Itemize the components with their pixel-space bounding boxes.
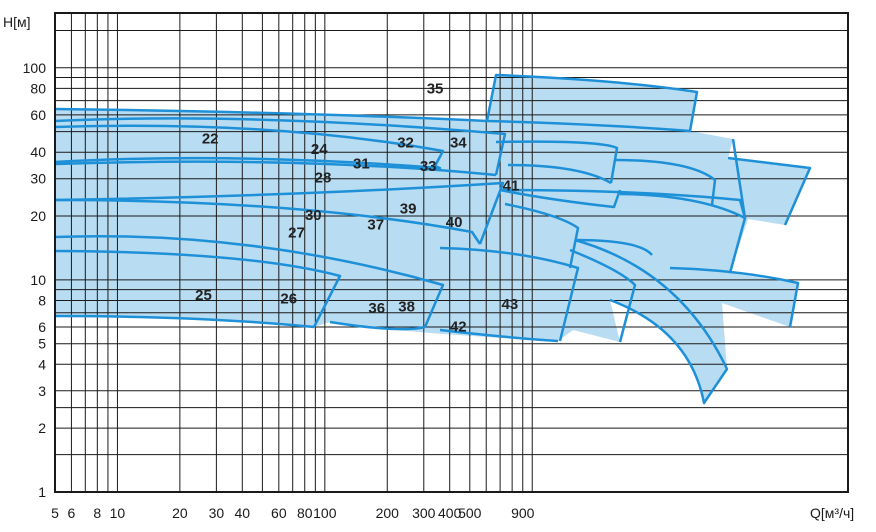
zone-label-30: 30 (305, 207, 322, 224)
zone-boundary (619, 192, 747, 274)
zone-boundary (54, 156, 442, 170)
zone-boundary (54, 234, 445, 328)
zone-boundary (574, 238, 729, 405)
x-tick-label: 100 (313, 505, 337, 521)
zone-label-25: 25 (195, 287, 212, 304)
x-tick-label: 10 (110, 505, 126, 521)
zone-boundary (54, 249, 342, 328)
zone-boundary (613, 158, 717, 206)
zone-label-40: 40 (446, 214, 463, 231)
zone-label-34: 34 (450, 134, 467, 151)
y-tick-label: 30 (30, 171, 46, 187)
x-tick-label: 5 (51, 505, 59, 521)
x-tick-label: 300 (412, 505, 436, 521)
zone-label-22: 22 (202, 130, 219, 147)
zone-boundary (485, 73, 699, 133)
y-axis-ticks: 1 2 3 4 56 8 10 20 30 40 60 80 100 (23, 60, 47, 500)
y-tick-label: 100 (23, 60, 47, 76)
y-tick-label: 2 (38, 420, 46, 436)
zone-boundary (54, 198, 482, 245)
x-tick-label: 60 (271, 505, 287, 521)
y-tick-label: 6 (38, 319, 46, 335)
zone-label-42: 42 (450, 319, 467, 336)
zone-boundary (669, 266, 800, 328)
x-tick-label: 900 (511, 505, 535, 521)
y-tick-label: 8 (38, 292, 46, 308)
grid-lines (55, 13, 848, 492)
zone-label-41: 41 (503, 178, 520, 195)
zone-label-28: 28 (315, 170, 332, 187)
zone-boundary (499, 138, 747, 220)
y-tick-label: 40 (30, 144, 46, 160)
x-axis-title: Q[м³/ч] (810, 505, 854, 521)
zone-boundary (499, 188, 622, 209)
y-tick-label: 10 (30, 272, 46, 288)
x-tick-label: 500 (458, 505, 482, 521)
x-tick-label: 6 (68, 505, 76, 521)
zone-label-31: 31 (353, 155, 370, 172)
zone-boundary (54, 181, 505, 245)
zone-label-33: 33 (420, 158, 437, 175)
zone-boundary (507, 163, 612, 185)
y-axis-title: H[м] (3, 14, 31, 30)
zone-boundary (727, 156, 812, 226)
zone-label-35: 35 (427, 80, 444, 97)
zone-label-24: 24 (311, 141, 328, 158)
pump-zone-labels: 22 24 25 26 27 28 30 31 32 33 34 35 36 37 38 39 40 41 42 43 (195, 80, 519, 335)
zone-label-39: 39 (400, 200, 417, 217)
x-tick-label: 80 (297, 505, 313, 521)
y-tick-label: 1 (38, 484, 46, 500)
x-tick-label: 400 (438, 505, 462, 521)
zone-boundary (54, 160, 497, 177)
y-tick-label: 4 (38, 356, 46, 372)
zone-label-26: 26 (280, 290, 297, 307)
zone-label-27: 27 (288, 225, 305, 242)
zone-boundary (574, 238, 653, 256)
x-tick-label: 200 (376, 505, 400, 521)
zone-boundary (439, 246, 580, 342)
zone-label-38: 38 (398, 299, 415, 316)
zone-label-37: 37 (367, 217, 384, 234)
y-tick-label: 5 (38, 336, 46, 352)
y-tick-label: 3 (38, 383, 46, 399)
x-tick-label: 8 (93, 505, 101, 521)
y-tick-label: 80 (30, 80, 46, 96)
x-tick-label: 40 (235, 505, 251, 521)
x-tick-label: 20 (172, 505, 188, 521)
zone-label-32: 32 (397, 134, 414, 151)
zone-boundary (495, 140, 619, 184)
zone-boundary (439, 328, 559, 343)
zone-label-43: 43 (502, 296, 519, 313)
pump-zone-outlines (54, 73, 812, 405)
zone-label-36: 36 (368, 300, 385, 317)
zone-boundary (329, 320, 426, 331)
zone-boundary (54, 117, 507, 176)
plot-frame (54, 12, 849, 493)
zone-boundary (54, 124, 445, 167)
y-tick-label: 20 (30, 208, 46, 224)
x-tick-label: 30 (209, 505, 225, 521)
zone-boundary (569, 248, 637, 343)
zone-boundary (54, 107, 488, 123)
zone-boundary (504, 202, 580, 269)
y-tick-label: 60 (30, 107, 46, 123)
zone-boundary (54, 314, 315, 329)
